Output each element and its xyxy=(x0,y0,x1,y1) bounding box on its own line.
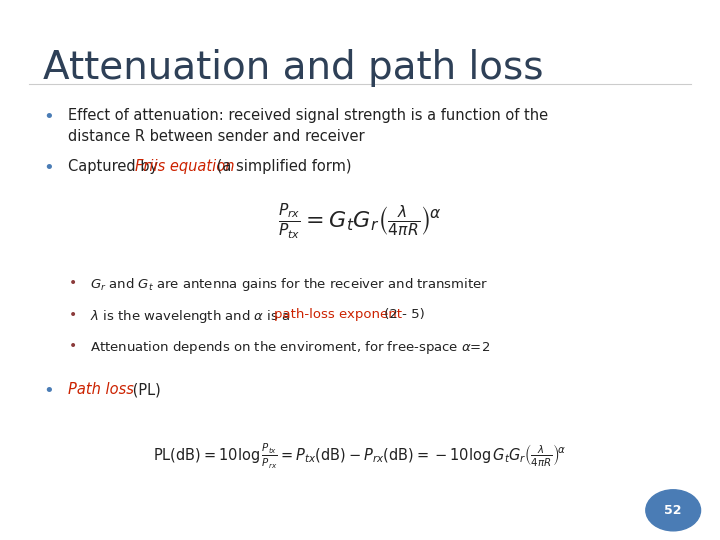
Text: Attenuation and path loss: Attenuation and path loss xyxy=(43,49,544,86)
Text: •: • xyxy=(68,339,76,353)
Text: path-loss exponent: path-loss exponent xyxy=(274,308,402,321)
Text: (2 - 5): (2 - 5) xyxy=(380,308,425,321)
Circle shape xyxy=(646,490,701,531)
Text: Attenuation depends on the enviroment, for free-space $\alpha$=2: Attenuation depends on the enviroment, f… xyxy=(90,339,490,356)
Text: (PL): (PL) xyxy=(128,382,161,397)
Text: Captured by: Captured by xyxy=(68,159,163,174)
Text: •: • xyxy=(43,159,54,177)
Text: Path loss: Path loss xyxy=(68,382,134,397)
Text: $\mathrm{PL}(\mathrm{dB}) = 10\log\frac{P_{tx}}{P_{rx}} = P_{tx}(\mathrm{dB}) - : $\mathrm{PL}(\mathrm{dB}) = 10\log\frac{… xyxy=(153,442,567,471)
Text: $\lambda$ is the wavelength and $\alpha$ is a: $\lambda$ is the wavelength and $\alpha$… xyxy=(90,308,292,325)
Text: •: • xyxy=(68,308,76,322)
Text: $G_r$ and $G_t$ are antenna gains for the receiver and transmiter: $G_r$ and $G_t$ are antenna gains for th… xyxy=(90,276,488,293)
Text: •: • xyxy=(43,108,54,126)
Text: (a simplified form): (a simplified form) xyxy=(212,159,352,174)
Text: •: • xyxy=(68,276,76,291)
Text: 52: 52 xyxy=(665,504,682,517)
Text: Friis equation: Friis equation xyxy=(135,159,234,174)
Text: Effect of attenuation: received signal strength is a function of the
distance R : Effect of attenuation: received signal s… xyxy=(68,108,549,144)
Text: $\frac{P_{rx}}{P_{tx}} = G_t G_r \left(\frac{\lambda}{4\pi R}\right)^{\!\alpha}$: $\frac{P_{rx}}{P_{tx}} = G_t G_r \left(\… xyxy=(279,201,441,241)
Text: •: • xyxy=(43,382,54,400)
